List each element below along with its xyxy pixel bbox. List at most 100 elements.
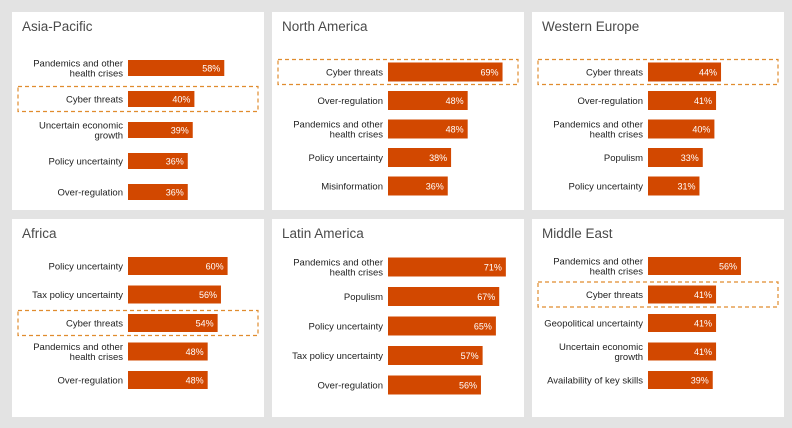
- category-label: Cyber threats: [66, 318, 123, 329]
- bar-value-label: 36%: [166, 187, 184, 197]
- bar: [388, 176, 448, 196]
- bar: [648, 176, 700, 196]
- bar-value-label: 56%: [719, 261, 737, 271]
- category-label: Cyber threats: [586, 290, 643, 301]
- bar-value-label: 65%: [474, 321, 492, 331]
- bar: [648, 257, 741, 275]
- highlight-box: [537, 281, 779, 308]
- bar: [388, 287, 500, 306]
- highlight-box: [277, 58, 519, 86]
- highlight-box: [537, 58, 779, 86]
- category-label: Pandemics and other health crises: [553, 120, 643, 141]
- bar-value-label: 36%: [166, 156, 184, 166]
- category-label: Over-regulation: [58, 375, 123, 386]
- category-label: Populism: [344, 292, 383, 303]
- bar: [388, 257, 506, 277]
- bar-value-label: 54%: [196, 318, 214, 328]
- bar-value-label: 41%: [694, 290, 712, 300]
- bar: [128, 257, 228, 275]
- bar: [128, 122, 193, 138]
- bar-chart: 56% Pandemics and other health crises 41% Cy…: [537, 257, 779, 389]
- category-label: Misinformation: [321, 181, 383, 192]
- panel-title: Latin America: [282, 226, 364, 241]
- bar-value-label: 41%: [694, 347, 712, 357]
- bar: [388, 148, 452, 167]
- bar: [388, 346, 483, 365]
- bar: [128, 184, 188, 200]
- panel-title: Western Europe: [542, 19, 640, 34]
- bar-value-label: 39%: [171, 125, 189, 135]
- category-label: Tax policy uncertainty: [32, 290, 123, 301]
- bar: [128, 91, 195, 107]
- bar: [388, 375, 481, 395]
- bar: [648, 148, 703, 167]
- bar: [648, 342, 717, 361]
- bar-chart: 69% Cyber threats 48% Over-regulation 48% Pan…: [277, 58, 519, 196]
- category-label: Cyber threats: [586, 67, 643, 78]
- category-label: Over-regulation: [318, 380, 383, 391]
- bar: [128, 285, 221, 304]
- bar-chart: 60% Policy uncertainty 56% Tax policy uncer…: [17, 257, 259, 389]
- bar: [388, 62, 503, 82]
- bar: [128, 60, 225, 76]
- bar-chart: 71% Pandemics and other health crises 67% Po…: [292, 257, 506, 395]
- bar: [648, 62, 722, 82]
- category-label: Pandemics and other health crises: [293, 258, 383, 279]
- panel-title: Asia-Pacific: [22, 19, 93, 34]
- bar-value-label: 40%: [172, 94, 190, 104]
- bar-value-label: 38%: [429, 153, 447, 163]
- bar: [128, 314, 218, 332]
- bar-value-label: 41%: [694, 318, 712, 328]
- region-panel: Western Europe 44% Cyber threats 41% Over-re…: [532, 12, 784, 210]
- category-label: Over-regulation: [58, 187, 123, 198]
- bar-value-label: 57%: [461, 351, 479, 361]
- region-panel: Asia-Pacific 58% Pandemics and other health…: [12, 12, 264, 210]
- category-label: Policy uncertainty: [309, 153, 384, 164]
- bar-value-label: 48%: [446, 96, 464, 106]
- category-label: Over-regulation: [318, 96, 383, 107]
- bar: [648, 119, 715, 139]
- bar-value-label: 41%: [694, 96, 712, 106]
- bar-value-label: 56%: [459, 380, 477, 390]
- bar-value-label: 31%: [677, 181, 695, 191]
- bar-chart: 58% Pandemics and other health crises 40% Cy…: [17, 59, 259, 200]
- bar-value-label: 56%: [199, 290, 217, 300]
- bar: [388, 119, 468, 139]
- category-label: Pandemics and other health crises: [33, 59, 123, 80]
- bar: [388, 91, 468, 110]
- bar-value-label: 69%: [481, 67, 499, 77]
- panel-title: North America: [282, 19, 368, 34]
- category-label: Cyber threats: [66, 94, 123, 105]
- category-label: Policy uncertainty: [49, 156, 124, 167]
- bar: [128, 153, 188, 169]
- category-label: Policy uncertainty: [309, 321, 384, 332]
- category-label: Pandemics and other health crises: [33, 342, 123, 363]
- region-panel: Africa 60% Policy uncertainty 56% Tax policy…: [12, 219, 264, 417]
- bar-value-label: 48%: [446, 124, 464, 134]
- category-label: Availability of key skills: [547, 375, 643, 386]
- bar-value-label: 71%: [484, 262, 502, 272]
- bar-value-label: 33%: [681, 153, 699, 163]
- bar: [128, 371, 208, 389]
- category-label: Pandemics and other health crises: [293, 120, 383, 141]
- panel-title: Africa: [22, 226, 57, 241]
- bar: [648, 285, 717, 304]
- bar-value-label: 39%: [691, 375, 709, 385]
- bar: [648, 91, 717, 110]
- category-label: Pandemics and other health crises: [553, 257, 643, 278]
- region-panel: Latin America 71% Pandemics and other healt…: [272, 219, 524, 417]
- panel-title: Middle East: [542, 226, 613, 241]
- bar-value-label: 67%: [477, 292, 495, 302]
- category-label: Policy uncertainty: [49, 261, 124, 272]
- category-label: Uncertain economic growth: [39, 121, 123, 142]
- category-label: Policy uncertainty: [569, 181, 644, 192]
- bar-value-label: 48%: [186, 347, 204, 357]
- bar: [388, 316, 496, 336]
- bar-value-label: 44%: [699, 67, 717, 77]
- bar: [648, 371, 713, 389]
- category-label: Tax policy uncertainty: [292, 351, 383, 362]
- bar-chart: 44% Cyber threats 41% Over-regulation 40% Pan…: [537, 58, 779, 196]
- category-label: Over-regulation: [578, 96, 643, 107]
- highlight-box: [17, 309, 259, 337]
- bar-value-label: 40%: [692, 124, 710, 134]
